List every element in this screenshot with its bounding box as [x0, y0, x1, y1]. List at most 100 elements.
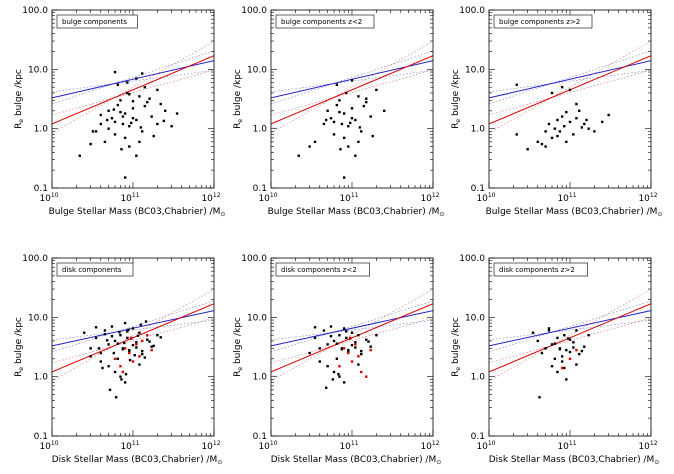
y-tick-label: 10.0 [28, 313, 48, 323]
data-point [338, 333, 341, 337]
x-tick-exponent: 10 [488, 440, 496, 447]
x-tick-exponent: 12 [213, 192, 221, 199]
x-axis-title-sub: ⊙ [657, 211, 662, 218]
data-point [143, 356, 147, 359]
data-point [175, 112, 179, 115]
red-data-point [347, 351, 350, 355]
x-axis-title: Disk Stellar Mass (BC03,Chabrier) /M⊙ [52, 455, 223, 466]
y-tick-label: 1.0 [253, 125, 268, 135]
data-point [141, 130, 144, 133]
panel-label-box [275, 262, 370, 277]
data-point [138, 95, 141, 98]
data-point [133, 354, 136, 357]
fit-lines [52, 41, 214, 134]
x-axis-title-sub: ⊙ [439, 211, 444, 218]
data-point [369, 345, 372, 348]
data-point [544, 347, 547, 350]
data-point [350, 79, 354, 82]
data-point [342, 381, 346, 384]
panel-label-box [56, 14, 138, 29]
blue-band-line [52, 300, 214, 353]
data-point [563, 125, 566, 128]
data-point [332, 339, 336, 343]
fit-lines [271, 289, 433, 382]
data-point [308, 145, 311, 148]
red-data-point [123, 347, 127, 350]
data-point [116, 103, 120, 107]
data-point [568, 350, 572, 354]
data-point [113, 70, 117, 74]
data-point [348, 121, 352, 125]
data-point [580, 349, 584, 353]
data-point [129, 121, 133, 125]
y-axis-title-sub: e [18, 119, 25, 123]
data-point [78, 154, 81, 157]
y-axis-title-rest: bulge /kpc [451, 69, 461, 119]
data-point [335, 83, 339, 86]
data-point [383, 109, 386, 113]
data-point [354, 118, 357, 122]
data-point [170, 125, 173, 128]
data-point [354, 341, 357, 344]
x-tick-exponent: 10 [270, 440, 278, 447]
data-point [120, 378, 123, 381]
x-tick-exponent: 11 [132, 440, 140, 447]
data-point [365, 338, 368, 341]
data-point [94, 336, 98, 340]
x-axis-title-sub: ⊙ [217, 459, 222, 466]
blue-fit-line [271, 310, 433, 347]
blue-band-line [52, 70, 214, 93]
red-band-line [489, 289, 651, 382]
data-point [112, 108, 116, 111]
data-point [135, 118, 138, 122]
data-point [119, 333, 122, 337]
y-axis-title: Re bulge /kpc [451, 317, 462, 377]
data-point [131, 327, 135, 330]
data-point [358, 126, 362, 129]
data-point [313, 326, 317, 329]
blue-fit-line [489, 310, 651, 347]
data-point [515, 133, 518, 136]
data-point [575, 102, 578, 106]
data-point [536, 140, 539, 144]
data-point [103, 140, 107, 144]
data-point [313, 336, 317, 340]
data-point [105, 118, 109, 122]
data-point [342, 327, 346, 330]
data-point [94, 326, 98, 329]
data-point [345, 336, 348, 340]
data-point [375, 88, 378, 92]
data-point [326, 365, 329, 368]
x-tick-exponent: 12 [432, 192, 440, 199]
data-point [357, 140, 360, 144]
red-data-point [560, 366, 564, 370]
data-point [128, 125, 131, 128]
y-tick-label: 0.1 [34, 184, 48, 194]
data-point [550, 91, 554, 95]
data-point [138, 363, 141, 366]
data-point [572, 341, 575, 344]
data-point [578, 109, 581, 113]
data-point [563, 366, 566, 370]
y-axis-title-rest: bulge /kpc [233, 317, 243, 367]
y-tick-label: 10.0 [28, 65, 48, 75]
x-tick-exponent: 12 [213, 440, 221, 447]
x-tick-exponent: 12 [650, 440, 658, 447]
data-point [335, 357, 339, 361]
data-point [105, 339, 109, 342]
x-tick-exponent: 12 [650, 192, 658, 199]
data-point [112, 351, 116, 355]
data-point [318, 347, 321, 350]
fit-lines [489, 289, 651, 382]
x-tick-exponent: 12 [432, 440, 440, 447]
data-point [322, 329, 326, 332]
data-point [126, 81, 129, 84]
x-tick-label: 1011 [120, 440, 139, 452]
red-data-point [135, 343, 138, 346]
blue-band-line [489, 300, 651, 353]
x-axis-title: Bulge Stellar Mass (BC03,Chabrier) /M⊙ [268, 207, 445, 218]
data-point [148, 97, 151, 100]
data-point [127, 328, 130, 331]
data-point [143, 104, 147, 108]
